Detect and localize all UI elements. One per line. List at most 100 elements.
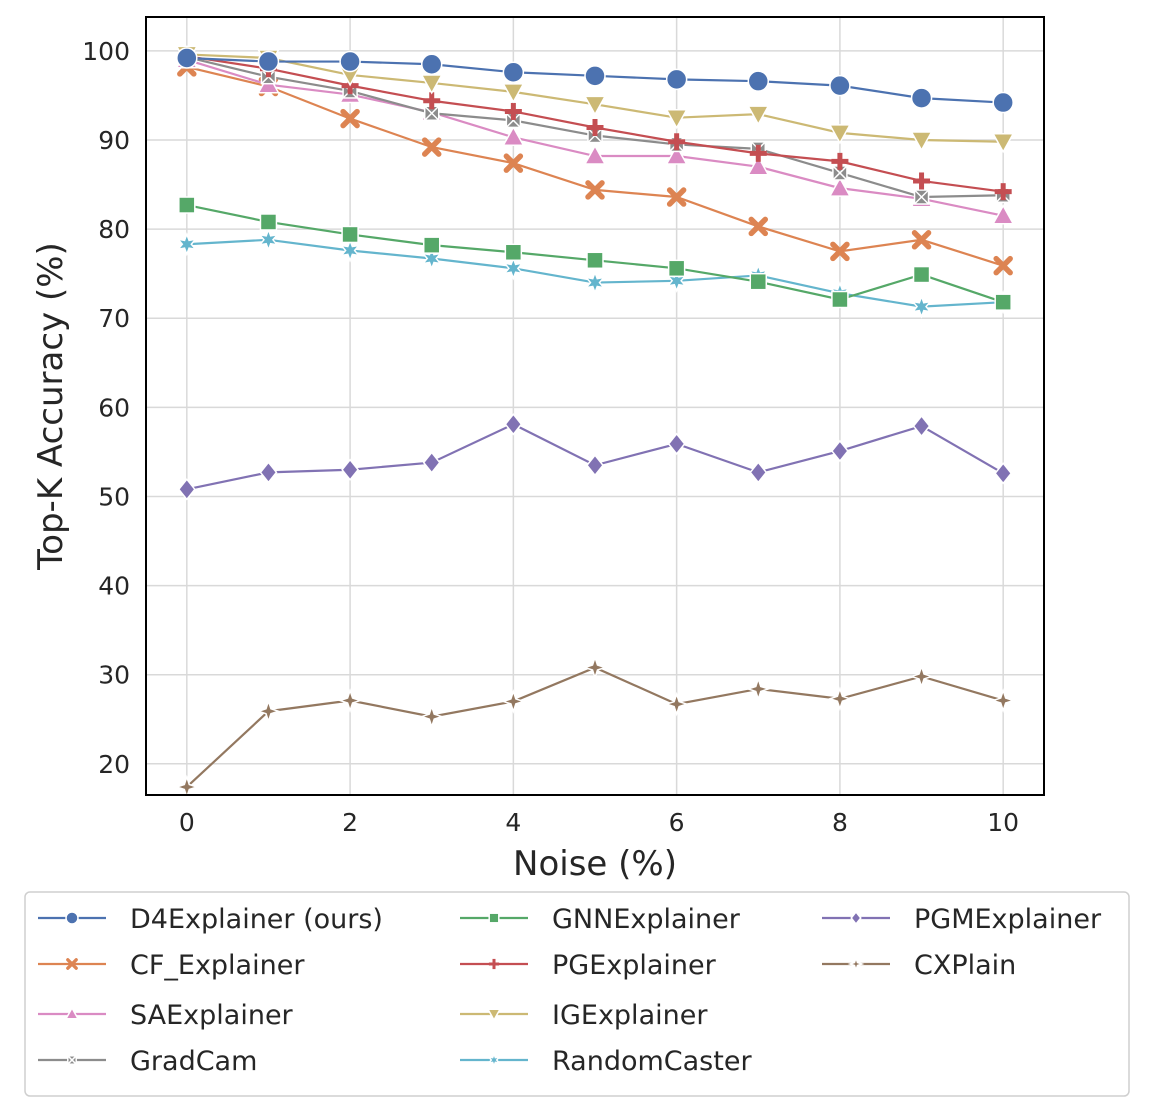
y-tick-label: 70 bbox=[98, 304, 130, 333]
data-point bbox=[749, 272, 768, 291]
x-tick-label: 6 bbox=[669, 808, 685, 837]
y-tick-label: 80 bbox=[98, 215, 130, 244]
data-point bbox=[583, 95, 607, 116]
data-point bbox=[911, 294, 933, 319]
legend-label: PGMExplainer bbox=[914, 904, 1102, 935]
data-point bbox=[746, 155, 770, 176]
legend-label: CF_Explainer bbox=[130, 950, 305, 981]
data-point bbox=[829, 74, 851, 97]
series-randomcaster bbox=[176, 227, 1014, 319]
legend-marker bbox=[486, 1008, 502, 1022]
data-point bbox=[830, 439, 849, 463]
data-point bbox=[176, 232, 198, 257]
legend-item-randomcaster: RandomCaster bbox=[460, 1046, 752, 1077]
series-line bbox=[186, 666, 1004, 788]
data-point bbox=[259, 213, 278, 231]
legend-marker bbox=[850, 910, 862, 926]
legend-item-pgexplainer: PGExplainer bbox=[460, 950, 717, 981]
legend-label: RandomCaster bbox=[552, 1046, 752, 1077]
ticks: 0 2 4 6 8 10 20 30 40 50 60 70 80 90 100 bbox=[82, 37, 1019, 837]
y-axis-label: Top-K Accuracy (%) bbox=[31, 242, 71, 571]
data-point bbox=[749, 461, 768, 484]
data-point bbox=[745, 676, 771, 702]
series-d4explainer-ours bbox=[176, 47, 1014, 114]
data-point bbox=[341, 225, 359, 244]
data-point bbox=[990, 688, 1016, 713]
x-tick-label: 8 bbox=[832, 808, 848, 837]
legend-item-pgmexplainer: PGMExplainer bbox=[822, 904, 1102, 935]
data-point bbox=[665, 144, 688, 165]
data-point bbox=[994, 293, 1012, 311]
data-point bbox=[422, 236, 441, 254]
legend-item-gradcam: GradCam bbox=[38, 1046, 257, 1077]
data-point bbox=[422, 451, 441, 474]
data-point bbox=[910, 87, 933, 109]
data-point bbox=[911, 230, 932, 250]
legend-marker bbox=[488, 912, 500, 924]
data-point bbox=[665, 108, 688, 130]
legend-label: SAExplainer bbox=[130, 1000, 294, 1031]
data-point bbox=[337, 688, 363, 713]
data-point bbox=[746, 105, 770, 126]
data-point bbox=[828, 124, 852, 145]
data-point bbox=[830, 241, 850, 262]
series-igexplainer bbox=[175, 45, 1015, 154]
legend-item-cxplain: CXPlain bbox=[822, 950, 1016, 981]
data-point bbox=[748, 216, 769, 237]
legend-marker bbox=[486, 1051, 502, 1069]
data-point bbox=[503, 153, 524, 173]
data-point bbox=[831, 290, 849, 309]
legend-label: CXPlain bbox=[914, 950, 1016, 981]
data-point bbox=[991, 133, 1015, 154]
data-point bbox=[827, 686, 853, 712]
legend-item-d4explainer-ours: D4Explainer (ours) bbox=[38, 904, 383, 935]
data-point bbox=[500, 689, 526, 714]
x-tick-label: 10 bbox=[987, 808, 1019, 837]
data-point bbox=[341, 458, 360, 481]
legend-marker bbox=[65, 911, 79, 925]
data-point bbox=[257, 50, 280, 73]
data-point bbox=[667, 259, 686, 278]
legend-item-saexplainer: SAExplainer bbox=[38, 1000, 294, 1031]
data-point bbox=[994, 183, 1012, 201]
data-point bbox=[664, 691, 690, 717]
data-point bbox=[909, 664, 934, 689]
data-point bbox=[178, 196, 196, 214]
y-tick-label: 40 bbox=[98, 572, 130, 601]
data-point bbox=[257, 227, 279, 252]
data-point bbox=[339, 50, 361, 73]
data-point bbox=[910, 131, 933, 152]
legend-label: GNNExplainer bbox=[552, 904, 741, 935]
data-point bbox=[584, 65, 606, 87]
legend-label: D4Explainer (ours) bbox=[130, 904, 383, 935]
data-point bbox=[584, 270, 606, 295]
data-point bbox=[504, 102, 522, 120]
series-layer bbox=[174, 45, 1016, 800]
data-point bbox=[668, 133, 686, 151]
y-tick-label: 60 bbox=[98, 393, 130, 422]
data-point bbox=[174, 774, 200, 800]
data-point bbox=[832, 165, 848, 181]
data-point bbox=[340, 108, 360, 129]
x-tick-label: 4 bbox=[505, 808, 521, 837]
legend-frame bbox=[24, 891, 1130, 1097]
data-point bbox=[421, 137, 442, 157]
legend-marker bbox=[847, 955, 865, 973]
data-point bbox=[828, 176, 852, 197]
y-tick-label: 100 bbox=[82, 37, 130, 66]
legend-item-cf-explainer: CF_Explainer bbox=[38, 950, 305, 981]
series-pgmexplainer bbox=[177, 413, 1013, 501]
legend-marker bbox=[488, 958, 500, 970]
legend-marker bbox=[66, 958, 78, 970]
data-point bbox=[749, 144, 767, 162]
data-point bbox=[913, 189, 930, 205]
data-point bbox=[176, 47, 198, 69]
data-point bbox=[502, 83, 525, 104]
legend: D4Explainer (ours) CF_Explainer SAExplaine… bbox=[24, 891, 1130, 1097]
data-point bbox=[504, 413, 523, 436]
y-tick-label: 30 bbox=[98, 661, 130, 690]
data-point bbox=[991, 204, 1015, 225]
data-point bbox=[502, 125, 525, 147]
data-point bbox=[177, 478, 196, 501]
data-point bbox=[419, 704, 445, 729]
